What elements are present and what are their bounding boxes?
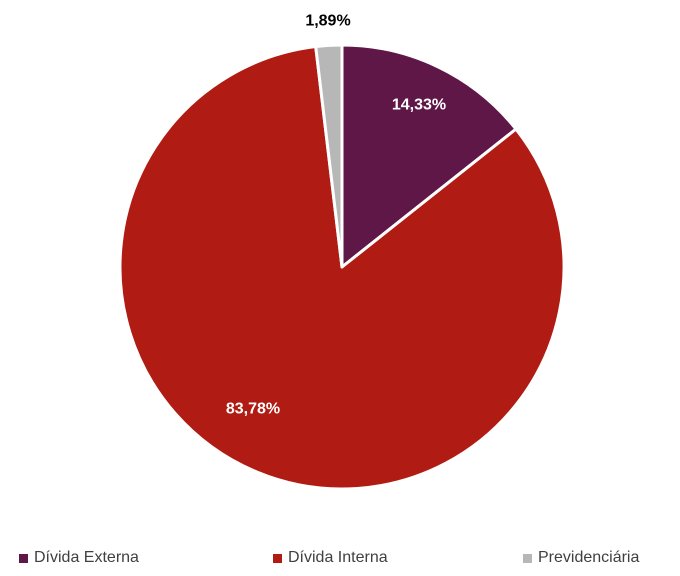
legend: Dívida Externa Dívida Interna Previdenci… (0, 546, 680, 570)
legend-item-divida-externa: Dívida Externa (19, 546, 139, 570)
legend-label-divida-interna: Dívida Interna (288, 549, 388, 566)
legend-label-divida-externa: Dívida Externa (34, 549, 139, 566)
legend-item-divida-interna: Dívida Interna (273, 546, 388, 570)
legend-swatch-previdenciaria (523, 553, 532, 563)
pie-slice-previdenciaria (314, 43, 344, 269)
pie-slices (118, 43, 566, 491)
data-label-previdenciaria: 1,89% (305, 13, 350, 30)
legend-label-previdenciaria: Previdenciária (538, 549, 640, 566)
pie-slice-divida-externa (340, 43, 518, 269)
legend-item-previdenciaria: Previdenciária (523, 546, 639, 570)
data-label-divida-interna: 83,78% (226, 401, 280, 418)
legend-swatch-divida-externa (19, 553, 28, 563)
legend-swatch-divida-interna (273, 553, 282, 563)
data-label-divida-externa: 14,33% (392, 97, 446, 114)
pie-data-labels: 14,33% 83,78% 1,89% (226, 13, 446, 418)
